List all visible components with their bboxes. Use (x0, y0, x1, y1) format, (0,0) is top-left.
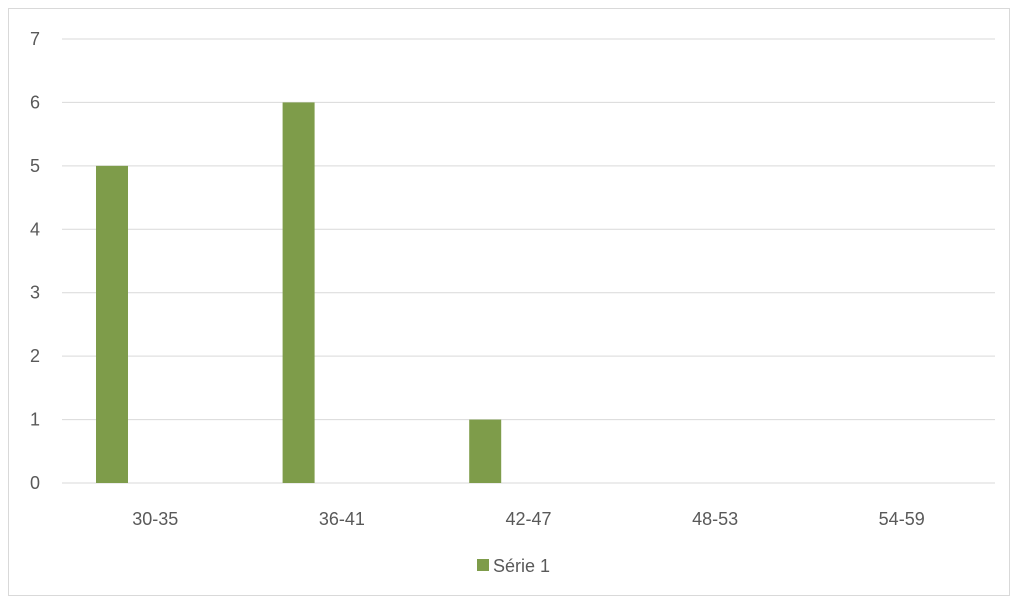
x-tick-label: 42-47 (505, 509, 551, 529)
y-tick-label: 7 (30, 29, 40, 49)
y-axis-ticks: 0 1 2 3 4 5 6 7 (30, 29, 40, 493)
y-tick-label: 3 (30, 283, 40, 303)
x-tick-label: 36-41 (319, 509, 365, 529)
legend-swatch-serie-1 (477, 559, 489, 571)
legend: Série 1 (477, 556, 550, 576)
x-tick-label: 48-53 (692, 509, 738, 529)
bar-36-41 (282, 102, 315, 483)
bar-30-35 (96, 165, 128, 483)
x-tick-label: 30-35 (132, 509, 178, 529)
y-tick-label: 2 (30, 346, 40, 366)
y-tick-label: 5 (30, 156, 40, 176)
bars (96, 102, 502, 483)
legend-label: Série 1 (493, 556, 550, 576)
bar-42-47 (469, 419, 502, 483)
x-tick-label: 54-59 (879, 509, 925, 529)
gridlines (62, 38, 995, 484)
y-tick-label: 1 (30, 410, 40, 430)
y-tick-label: 4 (30, 219, 40, 239)
y-tick-label: 6 (30, 92, 40, 112)
chart-frame (8, 8, 1010, 596)
x-axis-ticks: 30-35 36-41 42-47 48-53 54-59 (132, 509, 924, 529)
y-tick-label: 0 (30, 473, 40, 493)
